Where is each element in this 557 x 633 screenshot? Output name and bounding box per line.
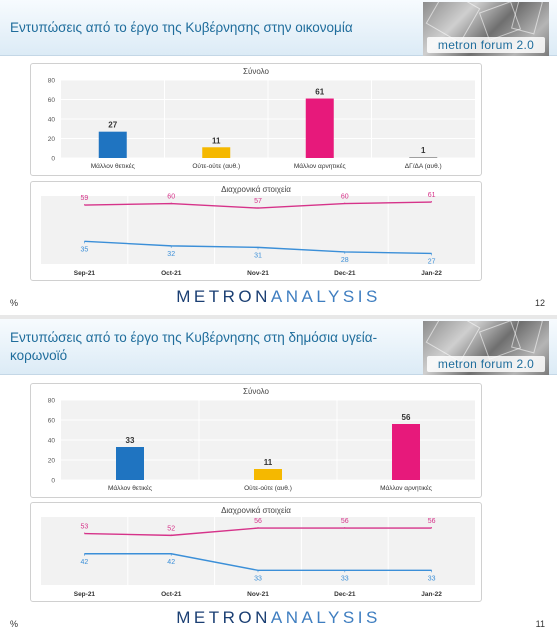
data-label: 35	[81, 246, 89, 253]
data-label: 59	[81, 195, 89, 202]
brand-part1: METRON	[176, 287, 271, 306]
line-chart-panel: Διαχρονικά στοιχεία Sep-21 Oct-21 Nov-21 De…	[30, 502, 482, 602]
bar-chart: 0 20 40 60 80 27 Μάλλον θετικές 11 Ούτε-ούτε (αυ…	[48, 78, 475, 170]
data-label: 33	[341, 575, 349, 582]
line-chart-title: Διαχρονικά στοιχεία	[221, 185, 291, 194]
x-tick-label: Jan-22	[421, 591, 442, 598]
bar-value-label: 11	[264, 458, 273, 467]
bar	[116, 447, 144, 480]
bar-value-label: 56	[402, 413, 411, 422]
line-chart-panel: Διαχρονικά στοιχεία Sep-21 Oct-21 Nov-21 De…	[30, 181, 482, 281]
data-label: 56	[428, 518, 436, 525]
data-label: 53	[81, 524, 89, 531]
logo-text: metron forum 2.0	[427, 37, 545, 53]
category-label: Μάλλον θετικές	[91, 162, 135, 170]
category-label: Μάλλον αρνητικές	[294, 162, 346, 170]
bar	[98, 131, 127, 158]
data-label: 28	[341, 257, 349, 264]
brand-part2: ANALYSIS	[270, 287, 381, 306]
data-label: 60	[341, 194, 349, 201]
data-label: 52	[167, 525, 175, 532]
brand-part2: ANALYSIS	[270, 608, 381, 627]
category-label: Ούτε-ούτε (αυθ.)	[192, 162, 240, 170]
data-label: 56	[254, 518, 262, 525]
bar-chart-panel: Σύνολο 0 20 40 60 80 27 Μάλλον θετικές 11 Ούτε-ο…	[30, 63, 482, 176]
slide-economy: Εντυπώσεις από το έργο της Κυβέρνησης στ…	[0, 0, 557, 315]
bar	[305, 98, 334, 158]
logo-text: metron forum 2.0	[427, 356, 545, 372]
y-tick-label: 60	[48, 418, 56, 425]
slide-header: Εντυπώσεις από το έργο της Κυβέρνησης στ…	[0, 0, 557, 56]
slide-title: Εντυπώσεις από το έργο της Κυβέρνησης στ…	[10, 330, 378, 363]
x-tick-label: Dec-21	[334, 591, 356, 598]
data-label: 33	[428, 575, 436, 582]
metron-analysis-brand: METRONANALYSIS	[0, 287, 557, 307]
x-tick-label: Nov-21	[247, 591, 269, 598]
metron-forum-logo: metron forum 2.0	[423, 2, 549, 56]
x-tick-label: Sep-21	[74, 270, 96, 277]
data-label: 56	[341, 518, 349, 525]
series-line	[84, 527, 432, 537]
x-tick-label: Nov-21	[247, 270, 269, 277]
bar-value-label: 61	[315, 88, 324, 97]
slide-health: Εντυπώσεις από το έργο της Κυβέρνησης στ…	[0, 319, 557, 633]
x-tick-label: Oct-21	[161, 270, 182, 277]
y-tick-label: 0	[51, 156, 55, 163]
percent-label: %	[10, 619, 19, 629]
y-tick-label: 40	[48, 438, 56, 445]
bar-chart-title: Σύνολο	[243, 67, 269, 76]
data-label: 42	[81, 559, 89, 566]
bar-chart: 0 20 40 60 80 33 Μάλλον θετικές 11 Ούτε-ούτε (αυ…	[48, 398, 475, 492]
data-label: 60	[167, 194, 175, 201]
line-chart: Sep-21 Oct-21 Nov-21 Dec-21 Jan-22 53 52 56 56 56…	[41, 517, 475, 598]
x-tick-label: Dec-21	[334, 270, 356, 277]
category-label: Μάλλον αρνητικές	[380, 484, 432, 492]
data-label: 61	[428, 192, 436, 199]
y-tick-label: 40	[48, 117, 56, 124]
percent-label: %	[10, 298, 19, 308]
bar-value-label: 27	[108, 121, 117, 130]
line-chart: Sep-21 Oct-21 Nov-21 Dec-21 Jan-22 59 60 57 60 61…	[41, 192, 475, 277]
data-label: 27	[428, 258, 436, 265]
category-label: ΔΓ/ΔΑ (αυθ.)	[405, 163, 442, 170]
metron-analysis-brand: METRONANALYSIS	[0, 608, 557, 628]
x-tick-label: Sep-21	[74, 591, 96, 598]
slide-header: Εντυπώσεις από το έργο της Κυβέρνησης στ…	[0, 319, 557, 375]
y-tick-label: 20	[48, 458, 56, 465]
bar-value-label: 1	[421, 146, 426, 155]
data-label: 33	[254, 575, 262, 582]
y-tick-label: 80	[48, 398, 56, 405]
data-label: 42	[167, 559, 175, 566]
brand-part1: METRON	[176, 608, 271, 627]
category-label: Μάλλον θετικές	[108, 484, 152, 492]
bar	[392, 424, 420, 480]
y-tick-label: 20	[48, 136, 56, 143]
bar	[202, 147, 231, 158]
x-tick-label: Jan-22	[421, 270, 442, 277]
slide-separator	[0, 315, 557, 319]
metron-forum-logo: metron forum 2.0	[423, 321, 549, 375]
y-tick-label: 0	[51, 478, 55, 485]
page-number: 11	[535, 619, 545, 629]
bar-value-label: 11	[212, 136, 221, 145]
x-tick-label: Oct-21	[161, 591, 182, 598]
bar	[409, 157, 438, 158]
y-tick-label: 80	[48, 78, 56, 85]
y-tick-label: 60	[48, 97, 56, 104]
line-chart-title: Διαχρονικά στοιχεία	[221, 506, 291, 515]
bar-value-label: 33	[126, 436, 135, 445]
data-label: 31	[254, 252, 262, 259]
bar-chart-panel: Σύνολο 0 20 40 60 80 33 Μάλλον θετικές 11 Ούτε-ο…	[30, 383, 482, 498]
page-number: 12	[534, 298, 545, 308]
data-label: 32	[167, 251, 175, 258]
category-label: Ούτε-ούτε (αυθ.)	[244, 484, 292, 492]
bar-chart-title: Σύνολο	[243, 387, 269, 396]
data-label: 57	[254, 198, 262, 205]
bar	[254, 469, 282, 480]
slide-title: Εντυπώσεις από το έργο της Κυβέρνησης στ…	[10, 20, 353, 35]
